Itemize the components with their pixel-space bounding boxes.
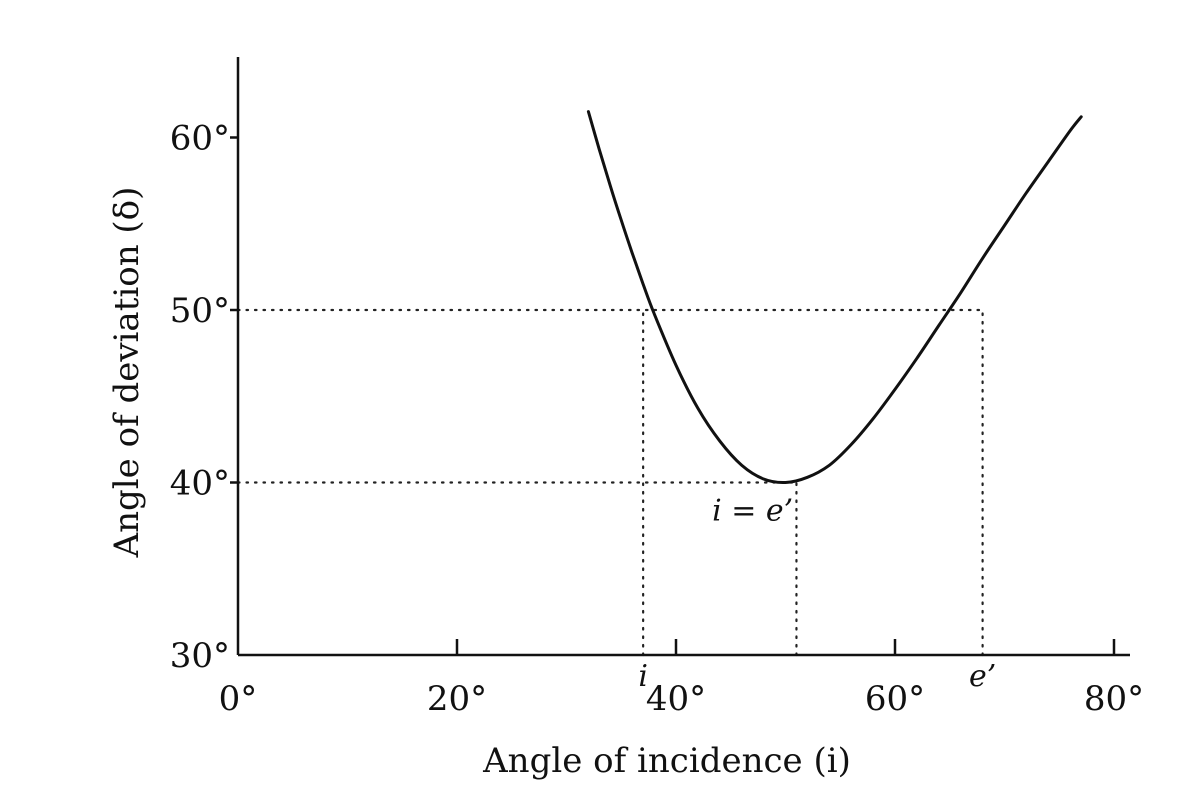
- y-tick-label: 60°: [170, 119, 230, 159]
- y-axis-title: Angle of deviation (δ): [107, 187, 147, 559]
- y-ticks: 30° 40° 50° 60°: [170, 119, 238, 676]
- x-axis-title: Angle of incidence (i): [482, 741, 851, 781]
- y-tick-label: 50°: [170, 291, 230, 331]
- annotation-label: e’: [969, 659, 996, 694]
- annotation-label: i = e’: [712, 493, 793, 528]
- x-tick-label: 40°: [646, 679, 706, 719]
- annotation-label: i: [638, 659, 648, 694]
- deviation-curve: [586, 110, 1083, 485]
- y-tick-label: 30°: [170, 636, 230, 676]
- x-tick-label: 0°: [219, 679, 258, 719]
- annotations: i = e’ i e’: [638, 493, 996, 694]
- y-tick-label: 40°: [170, 464, 230, 504]
- reference-lines: [236, 308, 984, 657]
- x-ticks: 0° 20° 40° 60° 80°: [219, 639, 1144, 719]
- x-tick-label: 80°: [1084, 679, 1144, 719]
- x-tick-label: 20°: [427, 679, 487, 719]
- x-tick-label: 60°: [865, 679, 925, 719]
